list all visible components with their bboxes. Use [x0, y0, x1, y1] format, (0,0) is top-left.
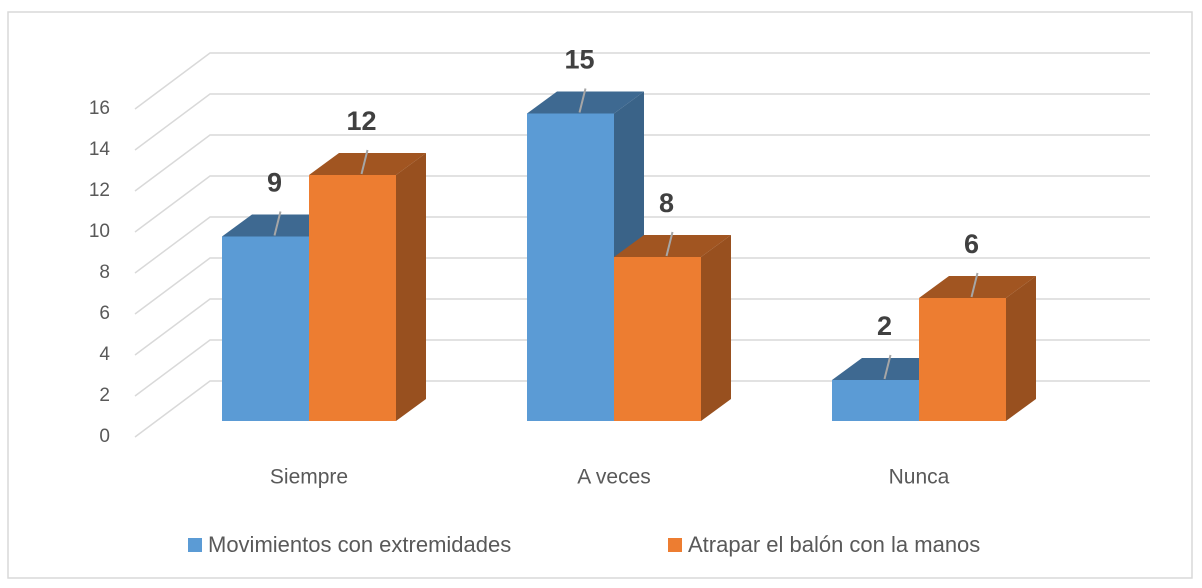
y-tick-label: 14	[89, 139, 111, 160]
grid-line	[134, 216, 1150, 274]
bar	[832, 380, 919, 421]
bar-top	[614, 235, 731, 257]
grid-line	[134, 52, 1150, 110]
grid-line	[134, 339, 1150, 397]
bar	[309, 175, 396, 421]
grid-line	[134, 257, 1150, 315]
leader-line	[665, 231, 674, 257]
data-label: 15	[564, 45, 594, 75]
y-tick-label: 6	[99, 303, 110, 324]
leader-line	[360, 149, 369, 175]
bar	[222, 236, 309, 421]
grid-line	[134, 175, 1150, 233]
y-tick-label: 12	[89, 180, 110, 201]
legend-swatch	[188, 538, 202, 552]
legend-label: Atrapar el balón con la manos	[688, 532, 980, 557]
y-tick-label: 10	[89, 221, 110, 242]
bar-side	[1006, 276, 1036, 421]
x-tick-label: Siempre	[270, 466, 348, 489]
data-label: 9	[267, 168, 282, 198]
bar-top	[527, 91, 644, 114]
y-tick-label: 2	[99, 385, 110, 406]
x-tick-label: A veces	[577, 466, 651, 489]
data-label: 12	[346, 106, 376, 136]
leader-line	[273, 211, 282, 236]
bar-top	[309, 153, 426, 175]
y-tick-label: 8	[99, 262, 110, 283]
x-tick-label: Nunca	[889, 466, 950, 489]
y-tick-label: 16	[89, 98, 110, 119]
grid-line	[134, 134, 1150, 192]
legend-swatch	[668, 538, 682, 552]
data-label: 8	[659, 188, 674, 218]
leader-line	[578, 88, 587, 113]
leader-line	[883, 354, 892, 380]
bar	[919, 298, 1006, 421]
data-label: 2	[877, 311, 892, 341]
data-label: 6	[964, 229, 979, 259]
bar	[527, 113, 614, 421]
legend-label: Movimientos con extremidades	[208, 532, 511, 557]
grid-line	[134, 298, 1150, 356]
y-tick-label: 0	[99, 426, 110, 447]
leader-line	[970, 272, 979, 298]
bar-top	[919, 276, 1036, 298]
grid-line	[134, 93, 1150, 151]
bar	[614, 257, 701, 421]
bar-side	[396, 153, 426, 421]
y-tick-label: 4	[99, 344, 110, 365]
bar-side	[701, 235, 731, 421]
